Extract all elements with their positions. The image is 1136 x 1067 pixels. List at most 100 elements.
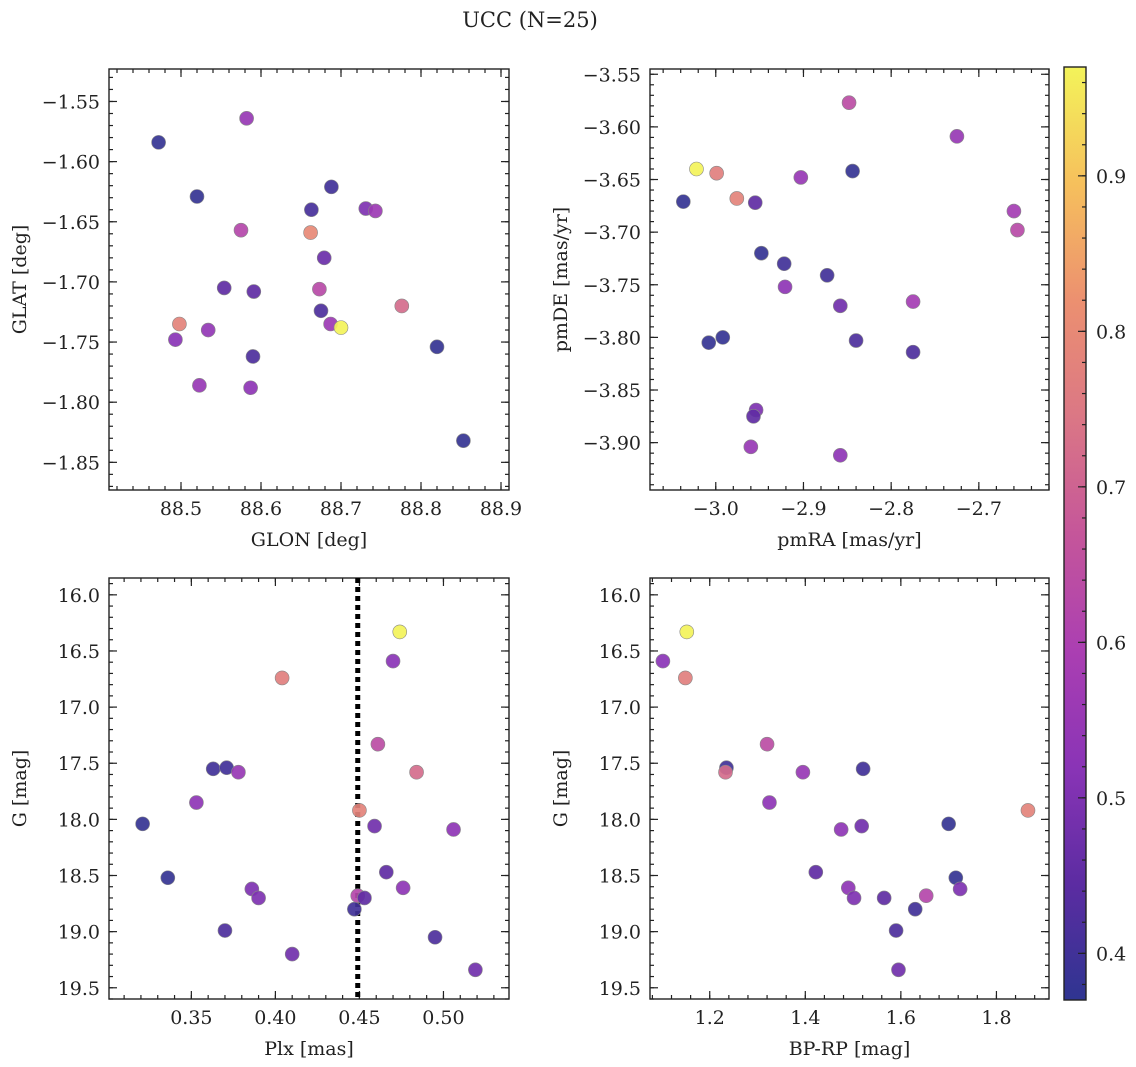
data-point — [729, 191, 745, 206]
axes-frame — [649, 577, 1050, 1000]
colorbar-gradient — [1064, 67, 1086, 1000]
x-tick-label: 1.2 — [695, 1007, 725, 1029]
x-tick-label: 88.6 — [240, 498, 282, 520]
x-tick-label: 1.8 — [981, 1007, 1011, 1029]
data-point — [841, 95, 857, 110]
data-point — [303, 225, 318, 240]
x-tick-label: 88.7 — [320, 498, 362, 520]
data-point — [848, 333, 864, 348]
data-point — [855, 761, 871, 777]
x-tick-label: 1.4 — [790, 1007, 820, 1029]
x-tick-label: 0.35 — [170, 1007, 212, 1029]
y-tick-label: 17.5 — [599, 753, 641, 775]
data-point — [367, 818, 382, 834]
y-tick-label: −3.85 — [583, 380, 641, 402]
scatter-points — [655, 624, 1036, 978]
data-point — [392, 624, 408, 640]
data-point — [746, 409, 761, 424]
y-tick-label: −3.60 — [583, 117, 641, 139]
colorbar-tick-label: 0.6 — [1096, 632, 1126, 654]
data-point — [715, 330, 731, 345]
data-point — [905, 294, 921, 309]
data-point — [189, 795, 204, 810]
figure-title: UCC (N=25) — [462, 8, 598, 32]
y-tick-label: 18.0 — [599, 809, 641, 831]
x-tick-label: −2.7 — [956, 498, 1002, 520]
x-tick-label: 88.8 — [400, 498, 442, 520]
data-point — [762, 795, 777, 810]
y-tick-label: −3.70 — [583, 222, 641, 244]
data-point — [846, 890, 862, 906]
colorbar-tick-label: 0.4 — [1096, 943, 1126, 965]
data-point — [347, 901, 362, 917]
colorbar-tick-label: 0.7 — [1096, 477, 1126, 499]
data-point — [701, 335, 717, 350]
y-tick-label: −1.85 — [42, 452, 100, 474]
y-tick-label: 16.0 — [58, 585, 100, 607]
panel-bprp-g: 1.2 1.4 1.6 1.8 16.0 16.5 17.0 17.5 18.0 18.5 19.0… — [550, 577, 1050, 1060]
data-point — [246, 284, 262, 299]
data-point — [679, 624, 695, 640]
scatter-points — [151, 111, 471, 448]
data-point — [245, 349, 261, 364]
data-point — [251, 890, 266, 906]
y-tick-label: −1.75 — [42, 332, 100, 354]
data-point — [888, 923, 904, 938]
axes-frame — [649, 68, 1050, 491]
data-point — [324, 179, 339, 195]
x-axis-label: pmRA [mas/yr] — [777, 529, 921, 551]
data-point — [352, 803, 367, 818]
data-point — [217, 923, 233, 938]
x-tick-label: −3.0 — [693, 498, 739, 520]
y-tick-label: 17.5 — [58, 753, 100, 775]
y-tick-label: 16.5 — [58, 641, 100, 663]
colorbar-tick-label: 0.9 — [1096, 166, 1126, 188]
y-tick-label: −3.80 — [583, 327, 641, 349]
data-point — [429, 339, 445, 355]
axes-frame — [108, 577, 510, 1000]
data-point — [395, 880, 411, 896]
colorbar-tick-label: 0.8 — [1096, 321, 1126, 343]
data-point — [793, 170, 809, 185]
y-tick-label: 19.5 — [58, 978, 100, 1000]
data-point — [189, 189, 205, 204]
data-point — [446, 822, 461, 837]
panel-plx-g: 0.35 0.40 0.45 0.50 16.0 16.5 17.0 17.5 18.0 18.5… — [9, 577, 510, 1060]
data-point — [243, 380, 258, 396]
data-point — [368, 203, 383, 219]
y-axis-label: G [mag] — [550, 750, 572, 828]
data-point — [192, 378, 207, 393]
data-point — [394, 298, 410, 314]
y-tick-label: 16.0 — [599, 585, 641, 607]
y-tick-label: 18.5 — [599, 866, 641, 888]
data-point — [284, 946, 300, 962]
data-point — [468, 962, 483, 978]
data-point — [135, 816, 150, 832]
data-point — [160, 870, 176, 886]
data-point — [316, 250, 332, 266]
colorbar-tick-label: 0.5 — [1096, 788, 1126, 810]
y-tick-label: 17.0 — [58, 697, 100, 719]
data-point — [233, 222, 249, 238]
data-point — [239, 111, 254, 126]
y-tick-label: 19.0 — [58, 922, 100, 944]
x-tick-label: 0.45 — [338, 1007, 380, 1029]
data-point — [151, 135, 166, 150]
x-tick-label: 0.50 — [422, 1007, 464, 1029]
data-point — [907, 901, 923, 917]
data-point — [333, 320, 349, 335]
x-axis-label: GLON [deg] — [251, 529, 367, 551]
data-point — [759, 736, 775, 752]
data-point — [795, 764, 811, 780]
x-axis-label: Plx [mas] — [264, 1038, 354, 1060]
y-tick-label: 16.5 — [599, 641, 641, 663]
x-tick-label: −2.9 — [780, 498, 826, 520]
data-point — [689, 161, 704, 177]
data-point — [313, 303, 329, 319]
y-axis-label: GLAT [deg] — [9, 225, 31, 335]
axes-frame — [108, 68, 510, 491]
data-point — [357, 890, 372, 906]
colorbar-frame — [1063, 66, 1087, 1001]
y-tick-label: −1.80 — [42, 392, 100, 414]
